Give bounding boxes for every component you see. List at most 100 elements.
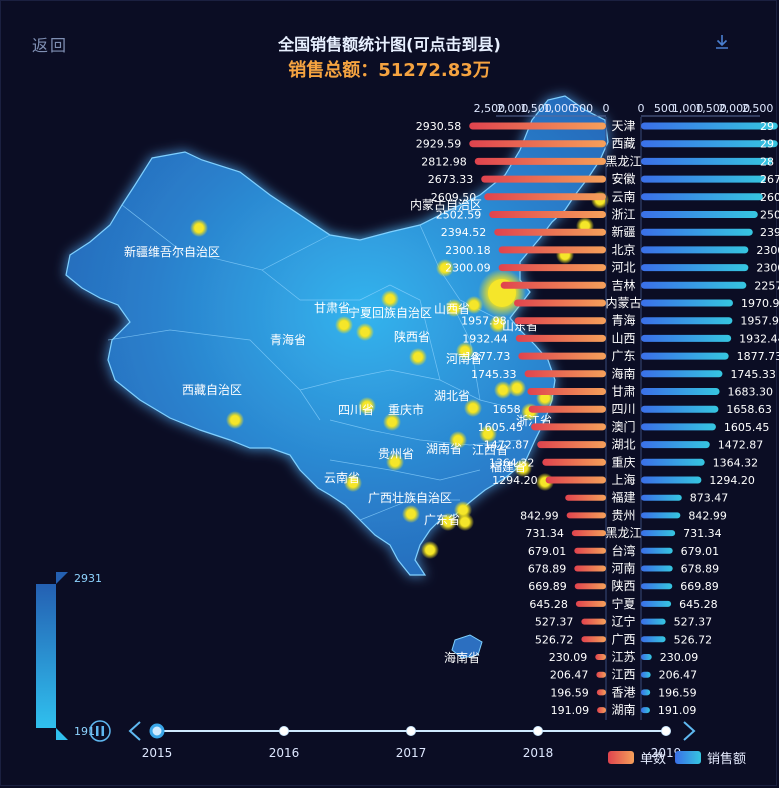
scatter-point[interactable] xyxy=(512,383,522,393)
bar-sales[interactable] xyxy=(641,388,720,395)
scatter-point[interactable] xyxy=(230,415,240,425)
bar-sales[interactable] xyxy=(641,122,778,130)
bar-orders[interactable] xyxy=(571,530,606,537)
timeline-year-label[interactable]: 2018 xyxy=(523,746,554,760)
timeline-point[interactable] xyxy=(661,726,671,736)
scatter-point[interactable] xyxy=(460,517,470,527)
scatter-point[interactable] xyxy=(413,352,423,362)
timeline-play-button[interactable] xyxy=(89,720,111,742)
timeline-year-label[interactable]: 2016 xyxy=(269,746,300,760)
bar-sales[interactable] xyxy=(641,441,710,449)
bar-orders[interactable] xyxy=(498,246,606,254)
timeline-point[interactable] xyxy=(406,726,416,736)
bar-orders[interactable] xyxy=(527,388,606,395)
region-label[interactable]: 新疆维吾尔自治区 xyxy=(124,244,220,259)
visual-map-handle-bottom[interactable] xyxy=(56,728,68,740)
timeline-year-label[interactable]: 2017 xyxy=(396,746,427,760)
region-label[interactable]: 甘肃省 xyxy=(314,301,350,315)
bar-orders[interactable] xyxy=(481,175,606,183)
region-label[interactable]: 河南省 xyxy=(446,351,482,366)
bar-orders[interactable] xyxy=(596,671,606,678)
back-button[interactable]: 返回 xyxy=(32,36,69,55)
scatter-point[interactable] xyxy=(362,401,372,411)
scatter-point[interactable] xyxy=(387,417,397,427)
scatter-point[interactable] xyxy=(518,463,528,473)
region-label[interactable]: 江西省 xyxy=(472,443,508,457)
bar-orders[interactable] xyxy=(484,193,606,201)
region-label[interactable]: 宁夏回族自治区 xyxy=(348,305,432,320)
region-label[interactable]: 湖南省 xyxy=(426,441,462,456)
bar-orders[interactable] xyxy=(545,476,606,484)
bar-sales[interactable] xyxy=(641,707,650,714)
bar-orders[interactable] xyxy=(515,334,606,342)
scatter-point[interactable] xyxy=(458,505,468,515)
scatter-point[interactable] xyxy=(440,263,450,273)
bar-sales[interactable] xyxy=(641,281,747,289)
bar-orders[interactable] xyxy=(574,547,606,554)
bar-orders[interactable] xyxy=(514,299,606,307)
bar-orders[interactable] xyxy=(528,405,606,413)
region-label[interactable]: 云南省 xyxy=(324,470,360,485)
scatter-point[interactable] xyxy=(425,545,435,555)
timeline-prev-icon[interactable] xyxy=(128,721,141,741)
scatter-point[interactable] xyxy=(443,517,453,527)
scatter-point[interactable] xyxy=(453,435,463,445)
bar-sales[interactable] xyxy=(641,618,666,625)
legend-item-orders[interactable]: 单数 xyxy=(608,748,666,767)
bar-orders[interactable] xyxy=(489,211,606,218)
bar-orders[interactable] xyxy=(575,600,606,607)
bar-sales[interactable] xyxy=(641,352,729,360)
timeline-point[interactable] xyxy=(279,726,289,736)
bar-sales[interactable] xyxy=(641,476,702,484)
timeline[interactable]: 2015 2016 2017 2018 2019 xyxy=(89,720,696,760)
scatter-point[interactable] xyxy=(339,320,349,330)
bar-orders[interactable] xyxy=(542,458,606,466)
bar-orders[interactable] xyxy=(596,689,606,696)
bar-orders[interactable] xyxy=(524,370,606,378)
scatter-point[interactable] xyxy=(406,509,416,519)
hainan-island[interactable] xyxy=(451,634,483,659)
bar-sales[interactable] xyxy=(641,423,716,431)
bar-orders[interactable] xyxy=(565,494,606,501)
timeline-year-label[interactable]: 2019 xyxy=(651,746,682,760)
scatter-point[interactable] xyxy=(194,223,204,233)
bar-sales[interactable] xyxy=(641,175,766,183)
region-label[interactable]: 青海省 xyxy=(270,332,306,347)
bar-sales[interactable] xyxy=(641,654,652,660)
bar-sales[interactable] xyxy=(641,494,682,501)
bar-sales[interactable] xyxy=(641,317,733,325)
scatter-point[interactable] xyxy=(483,429,493,439)
bar-sales[interactable] xyxy=(641,370,723,378)
download-icon[interactable] xyxy=(712,32,732,52)
bar-sales[interactable] xyxy=(641,405,719,413)
region-label[interactable]: 贵州省 xyxy=(378,447,414,461)
bar-sales[interactable] xyxy=(641,583,673,590)
bar-orders[interactable] xyxy=(469,122,606,130)
bar-sales[interactable] xyxy=(641,689,651,696)
scatter-point[interactable] xyxy=(390,457,400,467)
bar-orders[interactable] xyxy=(474,157,606,165)
region-label[interactable]: 福建省 xyxy=(490,459,526,474)
timeline-next-icon[interactable] xyxy=(683,721,696,741)
scatter-point[interactable] xyxy=(498,385,508,395)
region-label[interactable]: 陕西省 xyxy=(394,329,430,344)
visual-map-handle-top[interactable] xyxy=(56,572,68,584)
bar-sales[interactable] xyxy=(641,636,666,643)
bar-orders[interactable] xyxy=(537,441,606,449)
timeline-year-label[interactable]: 2015 xyxy=(142,746,173,760)
bar-sales[interactable] xyxy=(641,193,763,201)
region-label[interactable]: 湖北省 xyxy=(434,388,470,403)
bar-sales[interactable] xyxy=(641,530,676,537)
scatter-point[interactable] xyxy=(540,393,550,403)
bar-orders[interactable] xyxy=(518,352,606,360)
bar-sales[interactable] xyxy=(641,512,681,519)
bar-orders[interactable] xyxy=(498,264,606,272)
bar-orders[interactable] xyxy=(566,512,606,519)
region-label[interactable]: 广西壮族自治区 xyxy=(368,491,452,505)
scatter-point[interactable] xyxy=(493,319,503,329)
scatter-point[interactable] xyxy=(348,478,358,488)
bar-orders[interactable] xyxy=(500,281,606,289)
timeline-point[interactable] xyxy=(149,723,165,739)
region-label[interactable]: 山西省 xyxy=(434,302,470,316)
region-label[interactable]: 广东省 xyxy=(424,513,460,527)
